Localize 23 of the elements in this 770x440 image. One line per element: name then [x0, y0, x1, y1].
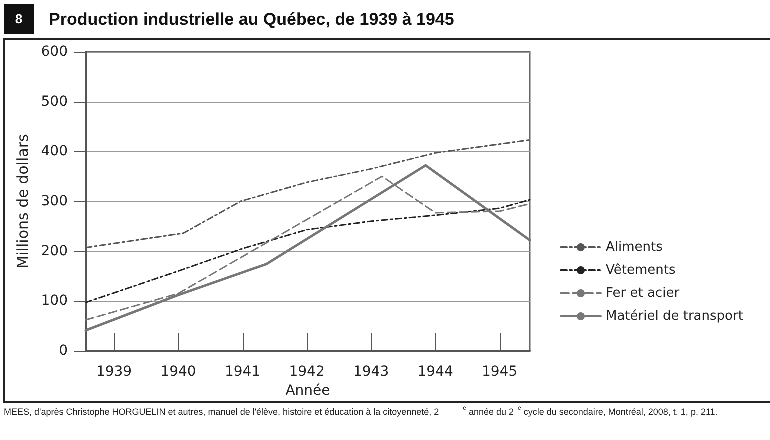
x-tick-label: 1945 [482, 364, 518, 380]
y-tick-label: 400 [41, 144, 68, 160]
y-tick-label: 200 [41, 243, 68, 260]
y-tick-label: 500 [41, 94, 68, 110]
x-tick-label: 1943 [353, 364, 390, 380]
x-tick-label: 1941 [224, 364, 261, 380]
y-tick-label: 0 [59, 343, 68, 359]
y-tick-label: 100 [41, 293, 68, 310]
legend-label: Vêtements [606, 263, 676, 278]
legend-label: Fer et acier [606, 286, 680, 301]
legend-label: Aliments [606, 240, 664, 255]
legend-label: Matériel de transport [606, 309, 744, 324]
y-tick-label: 600 [41, 44, 68, 60]
y-tick-label: 300 [41, 194, 68, 210]
x-tick-label: 1939 [96, 364, 132, 380]
x-tick-label: 1942 [289, 364, 325, 380]
text: 8 [15, 12, 23, 26]
x-tick-label: 1944 [418, 364, 454, 380]
line-series [85, 199, 531, 304]
chart-title: Production industrielle au Québec, de 1939 à 1945 [49, 10, 454, 29]
x-axis-title: Année [286, 382, 330, 399]
x-tick-label: 1940 [160, 364, 196, 380]
y-axis-title: Millions de dollars [14, 134, 32, 269]
